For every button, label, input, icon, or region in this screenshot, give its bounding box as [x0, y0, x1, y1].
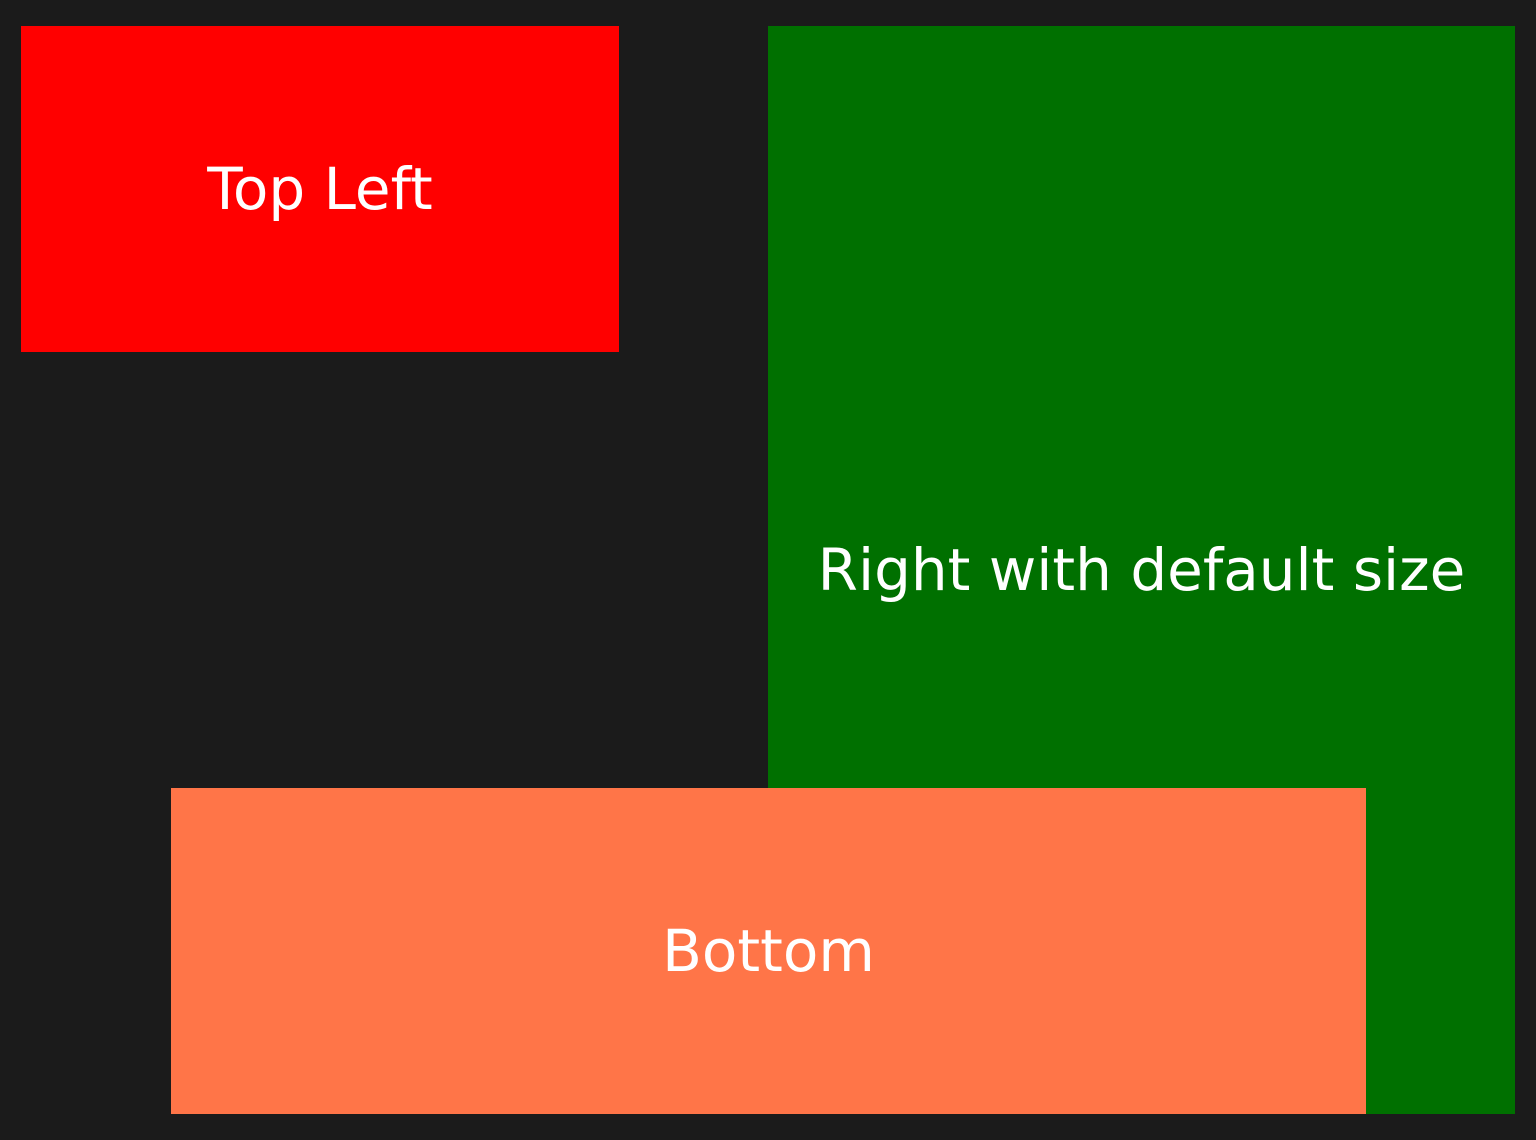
top-left-panel[interactable]: Top Left: [21, 26, 619, 352]
top-left-panel-label: Top Left: [207, 155, 433, 223]
bottom-panel-label: Bottom: [662, 917, 875, 985]
right-panel-label: Right with default size: [817, 536, 1466, 604]
bottom-panel[interactable]: Bottom: [171, 788, 1366, 1114]
